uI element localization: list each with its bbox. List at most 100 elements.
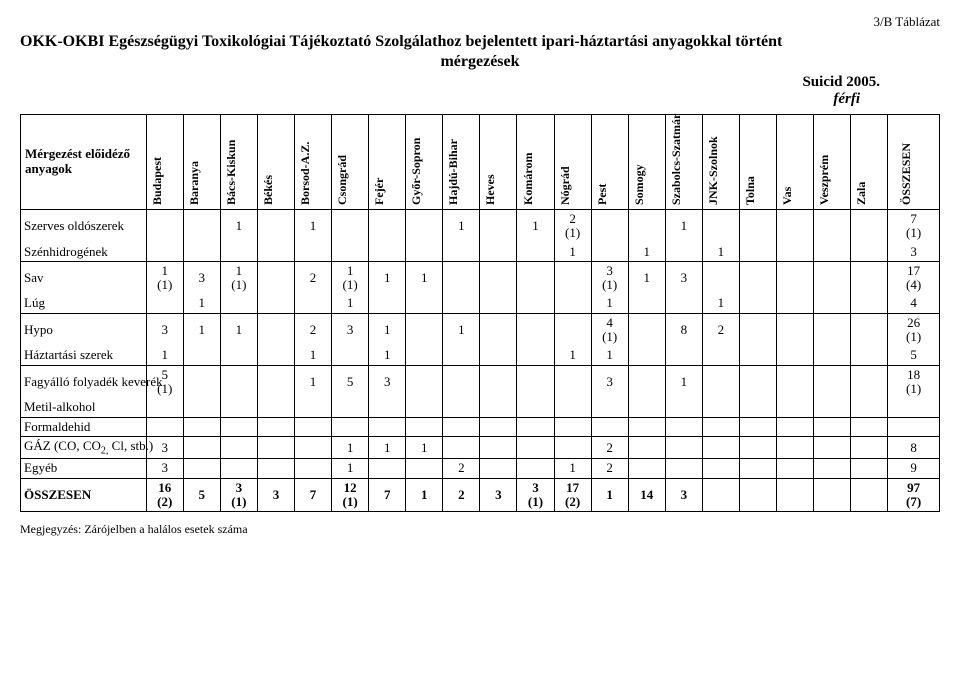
column-header: Győr-Sopron	[406, 115, 443, 210]
table-cell	[443, 346, 480, 365]
table-cell	[295, 459, 332, 478]
table-cell	[406, 459, 443, 478]
table-cell	[665, 346, 702, 365]
table-cell: 14	[628, 478, 665, 512]
table-cell: 17(2)	[554, 478, 591, 512]
table-cell	[628, 294, 665, 313]
table-cell: 5	[332, 365, 369, 398]
title-line1: OKK-OKBI Egészségügyi Toxikológiai Tájék…	[20, 33, 782, 50]
table-cell	[591, 210, 628, 243]
column-header: JNK-Szolnok	[702, 115, 739, 210]
table-cell	[554, 417, 591, 436]
table-cell	[257, 346, 294, 365]
table-cell	[739, 478, 776, 512]
table-cell: 1	[517, 210, 554, 243]
table-cell: 1(1)	[332, 261, 369, 294]
table-cell: 1	[220, 313, 257, 346]
table-cell	[332, 243, 369, 262]
column-header: Csongrád	[332, 115, 369, 210]
table-cell	[369, 398, 406, 417]
table-cell	[702, 478, 739, 512]
table-cell: 1	[702, 294, 739, 313]
table-cell	[146, 294, 183, 313]
table-cell	[406, 210, 443, 243]
table-cell	[183, 417, 220, 436]
table-cell	[369, 417, 406, 436]
table-cell	[777, 459, 814, 478]
table-cell	[739, 436, 776, 459]
table-cell	[369, 243, 406, 262]
table-cell	[628, 210, 665, 243]
table-cell	[517, 459, 554, 478]
table-cell: 1	[665, 210, 702, 243]
table-cell	[777, 243, 814, 262]
table-cell	[369, 210, 406, 243]
table-cell: 2(1)	[554, 210, 591, 243]
table-cell	[220, 365, 257, 398]
table-cell: 8	[888, 436, 940, 459]
table-cell	[777, 346, 814, 365]
table-cell	[739, 261, 776, 294]
table-cell	[220, 243, 257, 262]
table-cell: 7	[295, 478, 332, 512]
table-cell	[628, 313, 665, 346]
table-cell	[814, 398, 851, 417]
subtitle: Suicid 2005.	[20, 74, 940, 91]
table-cell	[183, 243, 220, 262]
table-cell	[443, 398, 480, 417]
table-cell	[183, 210, 220, 243]
table-cell: 1	[220, 210, 257, 243]
table-cell	[295, 294, 332, 313]
table-cell: 1	[183, 313, 220, 346]
table-cell	[851, 398, 888, 417]
table-cell	[628, 417, 665, 436]
table-cell: 2	[591, 436, 628, 459]
table-cell	[851, 261, 888, 294]
table-cell	[739, 459, 776, 478]
table-cell	[443, 294, 480, 313]
table-cell	[591, 243, 628, 262]
table-cell	[220, 294, 257, 313]
table-cell: 1	[591, 294, 628, 313]
table-cell	[739, 365, 776, 398]
table-cell: 4(1)	[591, 313, 628, 346]
table-cell	[851, 313, 888, 346]
table-cell	[517, 417, 554, 436]
table-cell: 3	[369, 365, 406, 398]
table-cell: 2	[443, 478, 480, 512]
table-cell	[591, 417, 628, 436]
column-header: Bács-Kiskun	[220, 115, 257, 210]
table-cell	[665, 436, 702, 459]
table-cell: 2	[443, 459, 480, 478]
table-tag: 3/B Táblázat	[20, 14, 940, 30]
table-cell: 1	[665, 365, 702, 398]
table-cell: 1	[702, 243, 739, 262]
table-cell	[369, 294, 406, 313]
column-header: Fejér	[369, 115, 406, 210]
table-cell	[406, 417, 443, 436]
table-cell	[146, 398, 183, 417]
table-cell	[702, 210, 739, 243]
table-cell	[406, 294, 443, 313]
table-cell: 3	[183, 261, 220, 294]
table-cell	[702, 436, 739, 459]
table-cell: 1	[443, 210, 480, 243]
table-cell	[257, 417, 294, 436]
table-cell	[628, 436, 665, 459]
column-header: Komárom	[517, 115, 554, 210]
table-cell	[591, 398, 628, 417]
table-cell	[517, 436, 554, 459]
table-cell: 5	[888, 346, 940, 365]
table-cell	[777, 210, 814, 243]
table-cell: 3	[146, 459, 183, 478]
table-cell: 3	[888, 243, 940, 262]
row-label: Fagyálló folyadék keverék	[21, 365, 147, 398]
table-cell	[851, 478, 888, 512]
table-cell	[702, 365, 739, 398]
table-cell	[888, 398, 940, 417]
table-cell	[443, 417, 480, 436]
table-cell	[406, 243, 443, 262]
table-cell: 1	[406, 478, 443, 512]
table-cell	[814, 346, 851, 365]
table-cell	[702, 346, 739, 365]
